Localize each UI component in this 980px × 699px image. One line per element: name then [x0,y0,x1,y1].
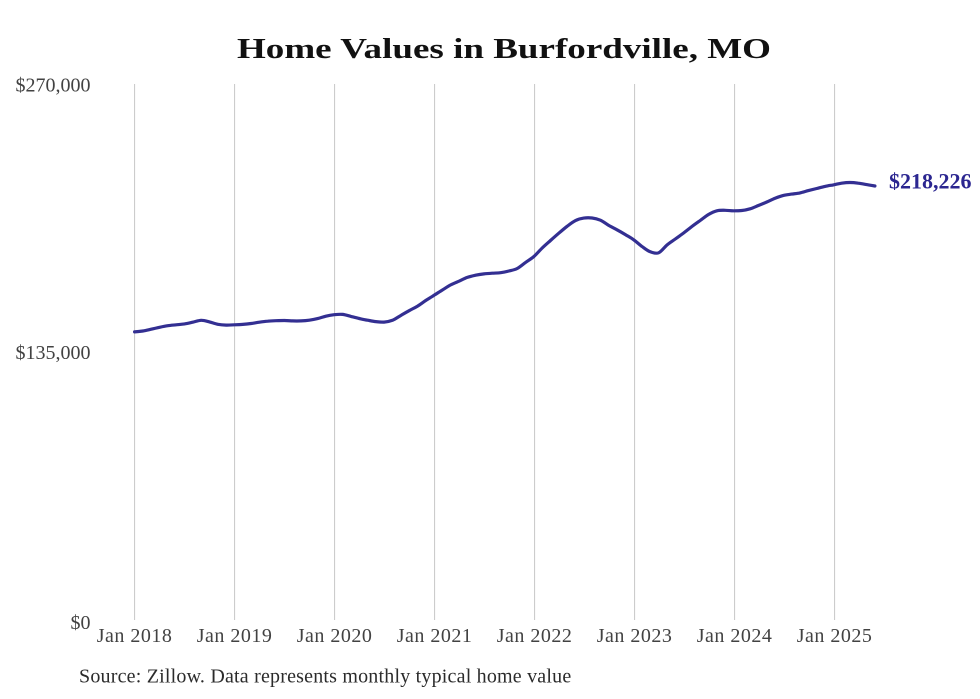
svg-text:Home Values in Burfordville, M: Home Values in Burfordville, MO [237,34,771,65]
svg-text:Jan 2025: Jan 2025 [797,625,873,647]
svg-text:Jan 2021: Jan 2021 [397,625,473,647]
svg-text:Jan 2022: Jan 2022 [497,625,573,647]
svg-text:$218,226: $218,226 [889,169,972,194]
svg-text:$270,000: $270,000 [16,75,91,97]
svg-text:$135,000: $135,000 [16,342,91,364]
svg-text:$0: $0 [71,612,91,634]
svg-text:Source: Zillow. Data represent: Source: Zillow. Data represents monthly … [79,666,571,688]
svg-text:Jan 2020: Jan 2020 [297,625,373,647]
svg-text:Jan 2024: Jan 2024 [697,625,773,647]
svg-text:Jan 2019: Jan 2019 [197,625,273,647]
svg-text:Jan 2018: Jan 2018 [97,625,173,647]
svg-text:Jan 2023: Jan 2023 [597,625,673,647]
